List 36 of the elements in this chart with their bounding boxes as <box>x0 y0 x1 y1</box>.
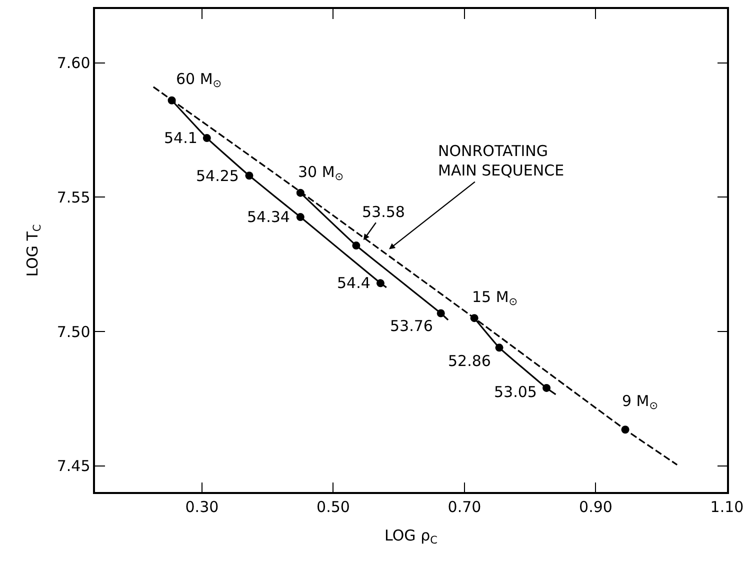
point <box>352 242 360 250</box>
point <box>245 172 254 180</box>
point <box>495 344 504 352</box>
point <box>296 188 304 197</box>
annotation: 30 M$_{⊙}$ <box>298 163 344 184</box>
x-tick-label: 0.50 <box>316 498 350 516</box>
point <box>470 314 478 322</box>
point <box>296 213 304 222</box>
annotation: 53.76 <box>390 317 433 335</box>
annotation: 9 M$_{⊙}$ <box>622 392 658 412</box>
point <box>168 96 176 104</box>
y-tick-label: 7.45 <box>56 457 90 476</box>
annotation: 53.05 <box>494 383 537 401</box>
x-tick-label: 0.30 <box>185 498 219 516</box>
point <box>436 309 445 318</box>
annotation: 54.1 <box>164 129 198 147</box>
line-series <box>152 86 678 466</box>
y-tick-label: 7.60 <box>56 54 90 72</box>
x-tick-label: 0.70 <box>448 498 482 516</box>
annotation: 15 M$_{⊙}$ <box>472 288 518 308</box>
y-tick-label: 7.55 <box>56 188 90 206</box>
annotation: 60 M$_{⊙}$ <box>176 70 222 90</box>
y-tick-label: 7.50 <box>56 322 90 341</box>
annotation: 52.86 <box>448 352 491 370</box>
point <box>376 279 384 288</box>
annotation: NONROTATING MAIN SEQUENCE <box>438 142 564 180</box>
point <box>621 426 630 434</box>
x-tick-label: 0.90 <box>579 498 612 516</box>
annotation: 54.25 <box>196 167 239 185</box>
point <box>542 384 551 392</box>
point <box>202 134 211 142</box>
annotation: 54.34 <box>247 208 290 226</box>
x-axis-title: LOG ρ$_{C}$ <box>384 526 438 546</box>
annotation: 54.4 <box>337 274 370 292</box>
annotation: 53.58 <box>362 203 405 221</box>
x-tick-label: 1.10 <box>710 498 744 516</box>
